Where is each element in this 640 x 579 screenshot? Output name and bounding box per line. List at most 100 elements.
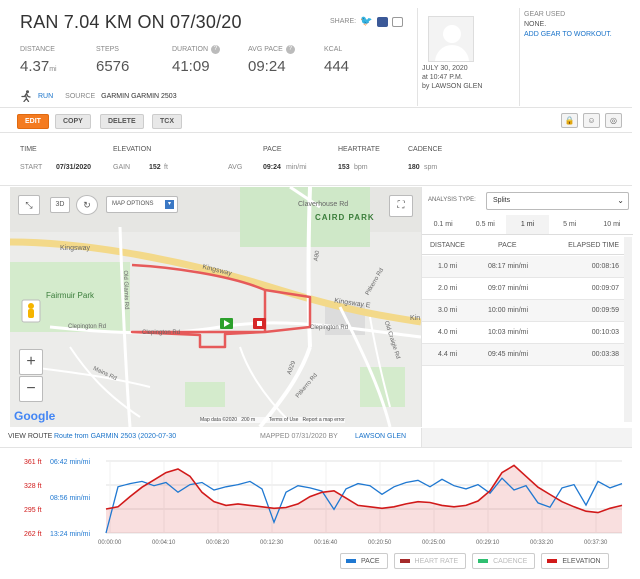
splits-scrollbar[interactable] <box>624 237 632 422</box>
legend-heart-rate[interactable]: HEART RATE <box>393 553 467 569</box>
tab-1-mi[interactable]: 1 mi <box>506 215 549 234</box>
cell-distance: 1.0 mi <box>438 263 458 270</box>
gear-panel: GEAR USED NONE. ADD GEAR TO WORKOUT. <box>524 10 612 40</box>
source-label: SOURCE <box>65 92 96 100</box>
tab-0-5-mi[interactable]: 0.5 mi <box>475 221 495 228</box>
map-label-kin: Kin <box>410 315 421 322</box>
stat-value: 41:09 <box>172 58 210 75</box>
map-label-clepington-center: Clepington Rd <box>142 330 181 336</box>
table-row: 4.0 mi 10:03 min/mi 00:10:03 <box>422 322 625 344</box>
map-options-dropdown[interactable]: MAP OPTIONS ▾ <box>106 196 178 213</box>
source-value: GARMIN GARMIN 2503 <box>101 92 177 100</box>
stat-avg-pace: AVG PACE? 09:24 <box>248 44 324 75</box>
y-right-tick-label: 13:24 min/mi <box>50 531 91 538</box>
share-label: SHARE: <box>330 18 357 25</box>
chevron-down-icon: ▾ <box>165 200 174 209</box>
table-row: 1.0 mi 08:17 min/mi 00:08:16 <box>422 256 625 278</box>
map-label-claverhouse: Claverhouse Rd <box>298 201 349 208</box>
fullscreen-icon[interactable]: ⛶ <box>389 195 413 217</box>
cell-distance: 3.0 mi <box>438 307 458 314</box>
edit-button[interactable]: EDIT <box>17 114 49 129</box>
facebook-icon[interactable] <box>376 16 388 27</box>
globe-icon[interactable]: ◎ <box>605 113 622 128</box>
legend-elevation[interactable]: ELEVATION <box>541 553 609 569</box>
activity-chart: 361 ft 328 ft 295 ft 262 ft 06:42 min/mi 08:5… <box>0 449 632 546</box>
legend-label: ELEVATION <box>562 557 601 565</box>
legend-swatch <box>399 559 410 563</box>
map-label-kingsway-west: Kingsway <box>60 245 90 252</box>
header-elapsed: ELAPSED TIME <box>568 242 619 249</box>
route-link[interactable]: Route from GARMIN 2503 (2020-07-30 <box>54 433 177 440</box>
gear-value: NONE. <box>524 21 547 28</box>
lock-icon[interactable]: 🔒 <box>561 113 578 128</box>
tab-0-1-mi[interactable]: 0.1 mi <box>433 221 453 228</box>
help-icon[interactable]: ? <box>285 44 295 54</box>
start-value: 07/31/2020 <box>56 164 92 171</box>
help-icon[interactable]: ? <box>211 44 221 54</box>
stat-kcal: KCAL 444 <box>324 44 400 76</box>
mapped-by-link[interactable]: LAWSON GLEN <box>355 433 407 440</box>
legend-swatch <box>346 559 356 563</box>
add-gear-link[interactable]: ADD GEAR TO WORKOUT. <box>524 31 612 38</box>
header-distance: DISTANCE <box>430 242 465 249</box>
stat-unit: mi <box>49 66 57 73</box>
stat-value: 4.37 <box>20 58 50 75</box>
activity-date: JULY 30, 2020 <box>422 65 468 72</box>
replay-icon[interactable]: ↻ <box>76 195 98 215</box>
table-row: 2.0 mi 09:07 min/mi 00:09:07 <box>422 278 625 300</box>
activity-type-link[interactable]: RUN <box>38 92 54 100</box>
tab-10-mi[interactable]: 10 mi <box>603 221 621 228</box>
email-icon[interactable] <box>391 16 403 27</box>
stat-label: STEPS <box>96 45 119 53</box>
header-pace: PACE <box>498 242 517 249</box>
analysis-type-label: ANALYSIS TYPE: <box>428 197 476 203</box>
tab-5-mi[interactable]: 5 mi <box>563 221 577 228</box>
cell-distance: 4.0 mi <box>438 329 458 336</box>
activity-owner: by LAWSON GLEN <box>422 83 483 90</box>
map-label-clepington-west: Clepington Rd <box>68 324 107 330</box>
cadence-unit: spm <box>424 164 438 171</box>
y-left-tick-label: 328 ft <box>24 483 42 490</box>
pace-line <box>105 477 623 534</box>
analysis-type-select[interactable]: Splits ⌄ <box>486 192 629 210</box>
fullscreen-collapse-icon[interactable]: ⤡ <box>18 195 40 215</box>
zoom-out-button[interactable]: − <box>19 376 43 402</box>
legend-pace[interactable]: PACE <box>340 553 388 569</box>
pace-unit: min/mi <box>286 164 307 171</box>
route-map[interactable]: Claverhouse Rd CAIRD PARK Kingsway Kings… <box>10 187 421 427</box>
elevation-label: ELEVATION <box>113 146 152 153</box>
x-tick-label: 00:12:30 <box>260 540 284 546</box>
legend-cadence[interactable]: CADENCE <box>472 553 536 569</box>
tcx-button[interactable]: TCX <box>152 114 182 129</box>
delete-button[interactable]: DELETE <box>100 114 144 129</box>
stat-steps: STEPS 6576 <box>96 44 172 76</box>
x-tick-label: 00:33:20 <box>530 540 554 546</box>
split-tabs: 0.1 mi 0.5 mi 1 mi 5 mi 10 mi <box>422 215 633 235</box>
elevation-line <box>105 464 623 514</box>
x-tick-label: 00:08:20 <box>206 540 230 546</box>
cell-elapsed: 00:09:59 <box>591 307 619 314</box>
avg-label: AVG <box>228 164 243 171</box>
twitter-icon[interactable]: 🐦 <box>360 16 373 27</box>
view-3d-icon[interactable]: 3D <box>50 197 70 213</box>
copy-button[interactable]: COPY <box>55 114 91 129</box>
toolbar: EDIT COPY DELETE TCX 🔒 ☺ ◎ <box>0 107 632 133</box>
stat-value: 6576 <box>96 58 130 75</box>
stat-label: KCAL <box>324 45 343 53</box>
x-tick-label: 00:25:00 <box>422 540 446 546</box>
cell-pace: 09:45 min/mi <box>488 351 529 358</box>
avatar[interactable] <box>428 16 474 62</box>
heartrate-unit: bpm <box>354 164 368 171</box>
cell-pace: 08:17 min/mi <box>488 263 529 270</box>
legend-label: PACE <box>361 557 380 565</box>
horizontal-scrollbar[interactable] <box>421 428 632 447</box>
stat-value: 444 <box>324 58 350 75</box>
view-route-bar: VIEW ROUTE Route from GARMIN 2503 (2020-… <box>0 428 632 448</box>
zoom-in-button[interactable]: + <box>19 349 43 375</box>
people-icon[interactable]: ☺ <box>583 113 600 128</box>
stat-duration: DURATION? 41:09 <box>172 44 248 75</box>
stat-label: DISTANCE <box>20 45 55 53</box>
table-row: 3.0 mi 10:00 min/mi 00:09:59 <box>422 300 625 322</box>
y-right-tick-label: 08:56 min/mi <box>50 495 91 502</box>
x-tick-label: 00:29:10 <box>476 540 500 546</box>
